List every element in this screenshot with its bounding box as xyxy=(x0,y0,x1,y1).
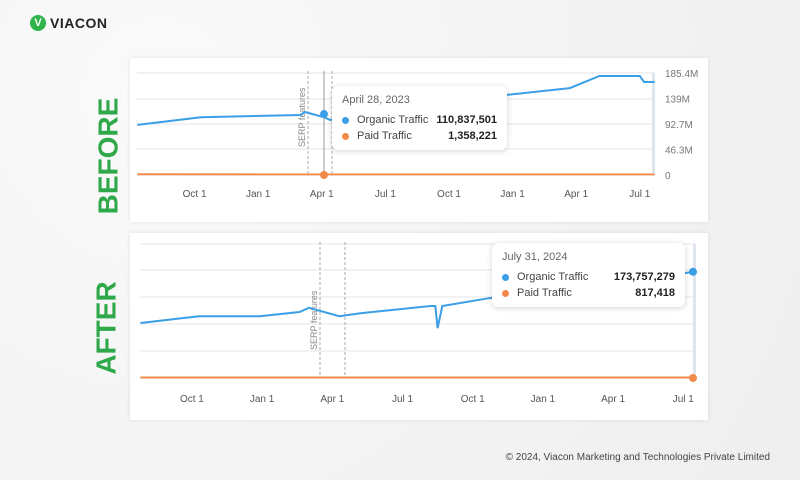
copyright: © 2024, Viacon Marketing and Technologie… xyxy=(505,452,770,463)
x-tick-label: Jul 1 xyxy=(629,189,651,200)
y-tick-label: 46.3M xyxy=(665,146,693,157)
after-tooltip: July 31, 2024 Organic Traffic 173,757,279… xyxy=(492,243,685,307)
x-tick-label: Oct 1 xyxy=(183,189,207,200)
y-tick-label: 92.7M xyxy=(665,120,693,131)
organic-label: Organic Traffic xyxy=(517,271,589,283)
before-label: BEFORE xyxy=(92,97,124,215)
paid-dot-icon xyxy=(502,289,509,297)
after-chart-card: Oct 1 Jan 1 Apr 1 Jul 1 Oct 1 Jan 1 Apr 1 Jul 1… xyxy=(130,233,708,420)
serp-features-annotation: SERP features xyxy=(309,290,319,350)
x-tick-label: Jul 1 xyxy=(392,394,414,405)
before-chart-card: 0 46.3M 92.7M 139M 185.4M Oct 1 Jan 1 Apr 1 Jul … xyxy=(130,58,708,222)
organic-value: 173,757,279 xyxy=(613,271,675,283)
after-chart: Oct 1 Jan 1 Apr 1 Jul 1 Oct 1 Jan 1 Apr 1 Jul 1… xyxy=(140,242,697,405)
x-tick-label: Jan 1 xyxy=(250,394,275,405)
range-handle xyxy=(693,244,696,378)
x-tick-label: Jan 1 xyxy=(246,189,271,200)
paid-dot-icon xyxy=(342,132,349,140)
x-tick-label: Oct 1 xyxy=(461,394,485,405)
x-tick-label: Jan 1 xyxy=(500,189,525,200)
viacon-logo: V VIACON xyxy=(30,15,107,31)
paid-label: Paid Traffic xyxy=(357,130,412,142)
x-tick-label: Apr 1 xyxy=(564,189,588,200)
logo-v-icon: V xyxy=(30,15,46,31)
x-tick-label: Jul 1 xyxy=(375,189,397,200)
organic-dot-icon xyxy=(502,273,509,281)
organic-label: Organic Traffic xyxy=(357,114,429,126)
y-tick-label: 0 xyxy=(665,171,671,182)
x-tick-label: Apr 1 xyxy=(601,394,625,405)
organic-traffic-line xyxy=(140,270,696,329)
paid-hover-point xyxy=(320,171,328,179)
paid-value: 1,358,221 xyxy=(448,130,497,142)
y-tick-label: 185.4M xyxy=(665,69,698,80)
after-label: AFTER xyxy=(90,281,122,375)
range-handle xyxy=(652,73,655,175)
organic-value: 110,837,501 xyxy=(436,114,497,126)
x-tick-label: Oct 1 xyxy=(180,394,204,405)
tooltip-date: July 31, 2024 xyxy=(502,251,568,263)
brand-name: VIACON xyxy=(50,15,108,31)
tooltip-date: April 28, 2023 xyxy=(342,94,410,106)
serp-features-annotation: SERP features xyxy=(297,87,307,147)
y-tick-label: 139M xyxy=(665,95,690,106)
x-tick-label: Apr 1 xyxy=(320,394,344,405)
x-tick-label: Oct 1 xyxy=(437,189,461,200)
paid-label: Paid Traffic xyxy=(517,287,572,299)
paid-value: 817,418 xyxy=(635,287,675,299)
x-tick-label: Jul 1 xyxy=(673,394,695,405)
x-tick-label: Apr 1 xyxy=(310,189,334,200)
organic-dot-icon xyxy=(342,116,349,124)
before-tooltip: April 28, 2023 Organic Traffic 110,837,50… xyxy=(332,86,507,150)
x-tick-label: Jan 1 xyxy=(531,394,556,405)
organic-hover-point xyxy=(689,267,697,276)
paid-hover-point xyxy=(689,374,697,382)
organic-hover-point xyxy=(320,110,328,119)
